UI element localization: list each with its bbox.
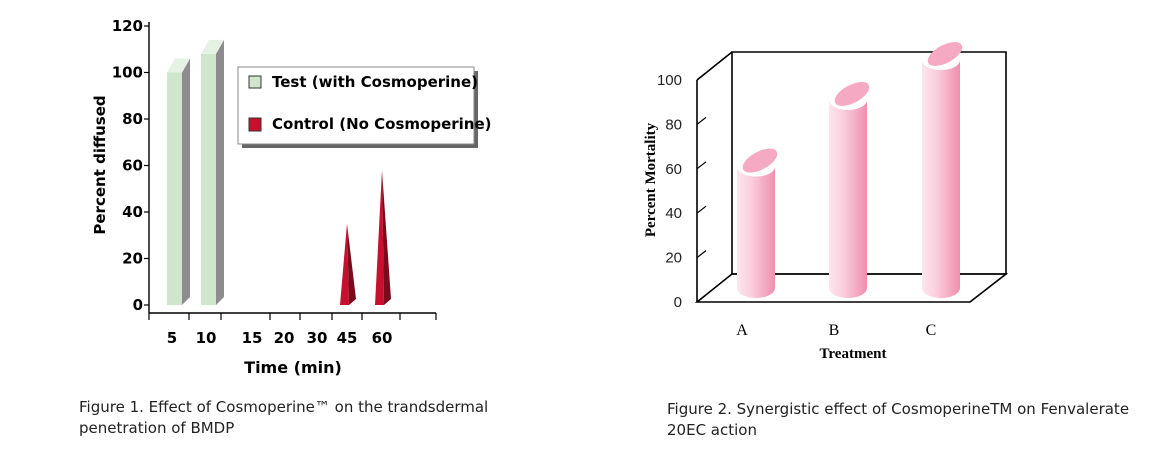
chart-1-y-tick-label: 20 (122, 250, 143, 268)
chart-2-y-tick-label: 80 (665, 116, 682, 133)
chart-2-y-tick (696, 161, 707, 170)
legend-swatch-test (248, 75, 262, 89)
chart-1-y-tick-label: 100 (112, 64, 143, 82)
chart-2-y-tick-label: 20 (665, 250, 682, 267)
figure-1-caption: Figure 1. Effect of Cosmoperine™ on the … (79, 397, 488, 439)
chart-1-y-tick-label: 40 (122, 203, 143, 221)
chart-1-x-tick-label: 20 (274, 329, 295, 347)
chart-2-x-tick-label: C (926, 322, 937, 339)
figure-2-caption: Figure 2. Synergistic effect of Cosmoper… (667, 399, 1129, 441)
chart-2-back-wall (731, 51, 1007, 275)
bar-control (375, 170, 391, 305)
chart-1-x-tick-label: 30 (307, 329, 328, 347)
chart-1-plot: 0 20 40 60 80 100 120 5 10 15 20 30 45 60 (112, 17, 437, 347)
legend-label-test: Test (with Cosmoperine) (272, 73, 478, 91)
chart-1-x-tick-label: 45 (337, 329, 358, 347)
bar-cylinder (829, 82, 870, 299)
chart-2-floor (694, 273, 1009, 303)
chart-2-y-tick (696, 116, 707, 125)
legend-label-control: Control (No Cosmoperine) (272, 115, 492, 133)
chart-2-y-tick (696, 294, 707, 303)
figure-1-caption-line-1: Figure 1. Effect of Cosmoperine™ on the … (79, 398, 489, 416)
chart-1-y-tick-label: 80 (122, 110, 143, 128)
figure-1-caption-line-2: penetration of BMDP (79, 419, 235, 437)
bar-test (201, 39, 224, 306)
chart-1-y-tick-label: 0 (133, 296, 143, 314)
chart-1-x-tick-label: 15 (242, 329, 263, 347)
chart-1-y-axis-label: Percent diffused (91, 95, 109, 234)
chart-2-y-tick-label: 0 (674, 294, 682, 311)
chart-2-left-wall-top (696, 51, 733, 81)
chart-2-x-tick-label: B (829, 322, 840, 339)
chart-2-y-tick (696, 250, 707, 259)
bar-cylinder (922, 42, 963, 298)
chart-1-y-tick-label: 120 (112, 17, 143, 35)
figure-2-caption-line-2: 20EC action (667, 421, 757, 439)
chart-1-y-tick-label: 60 (122, 157, 143, 175)
chart-2-plot: 0 20 40 60 80 100 A B C (657, 42, 1009, 339)
bar-test (167, 58, 190, 305)
legend-swatch-control (248, 117, 262, 132)
figure-2-caption-line-1: Figure 2. Synergistic effect of Cosmoper… (667, 400, 1130, 418)
chart-1-legend: Test (with Cosmoperine) Control (No Cosm… (237, 66, 492, 148)
chart-2-y-tick (696, 205, 707, 214)
chart-1-x-tick-label: 10 (196, 329, 217, 347)
chart-2-y-tick-label: 40 (665, 205, 682, 222)
chart-2-y-tick-label: 60 (665, 161, 682, 178)
chart-2-x-tick-label: A (736, 322, 748, 339)
chart-1: 0 20 40 60 80 100 120 5 10 15 20 30 45 60 Percent dif… (91, 17, 492, 377)
bar-cylinder (737, 148, 778, 298)
bar-control (340, 223, 356, 305)
chart-2-y-tick (696, 72, 707, 81)
chart-1-x-axis-label: Time (min) (244, 358, 342, 377)
chart-2-x-axis-label: Treatment (820, 346, 887, 362)
chart-2-y-tick-label: 100 (657, 72, 682, 89)
chart-1-x-tick-label: 5 (167, 329, 177, 347)
chart-1-x-tick-label: 60 (372, 329, 393, 347)
chart-2-y-axis-label: Percent Mortality (643, 122, 659, 237)
